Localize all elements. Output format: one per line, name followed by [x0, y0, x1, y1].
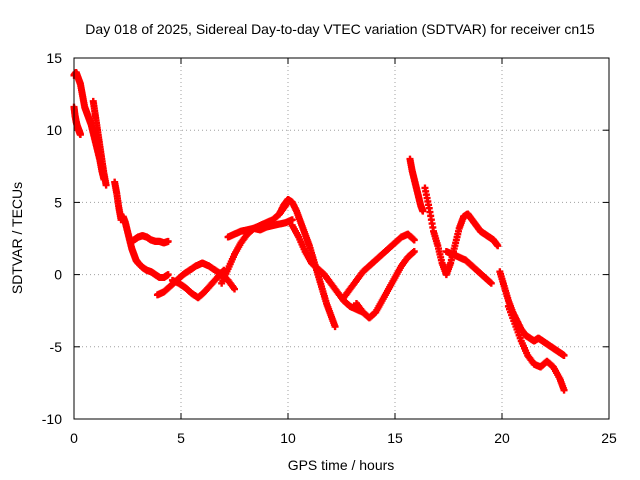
y-tick-label: 0 — [54, 267, 62, 283]
data-point — [331, 323, 339, 331]
data-point — [164, 237, 172, 245]
x-tick-label: 10 — [280, 430, 296, 446]
data-point — [231, 285, 238, 293]
data-point — [410, 247, 418, 255]
x-tick-label: 0 — [70, 430, 78, 446]
x-tick-labels: 0 5 10 15 20 25 — [70, 430, 617, 446]
y-axis-label: SDTVAR / TECUs — [9, 182, 25, 294]
y-tick-label: 5 — [54, 194, 62, 210]
data-point — [494, 242, 502, 250]
y-tick-label: -5 — [50, 339, 63, 355]
x-tick-label: 5 — [177, 430, 185, 446]
data-point — [410, 236, 418, 244]
data-point — [560, 351, 568, 359]
x-tick-label: 20 — [494, 430, 510, 446]
chart-title: Day 018 of 2025, Sidereal Day-to-day VTE… — [85, 21, 595, 37]
data-point — [76, 131, 84, 139]
plot-frame — [73, 57, 610, 420]
y-tick-label: 10 — [46, 122, 62, 138]
data-point — [560, 386, 568, 394]
y-tick-label: 15 — [46, 50, 62, 66]
data-point — [419, 207, 427, 215]
data-point — [102, 181, 110, 189]
data-point — [164, 271, 172, 279]
x-axis-label: GPS time / hours — [288, 457, 395, 473]
x-tick-label: 25 — [601, 430, 617, 446]
data-points — [70, 68, 568, 394]
data-point — [487, 279, 495, 287]
y-tick-labels: -10 -5 0 5 10 15 — [42, 50, 62, 427]
y-tick-label: -10 — [42, 411, 62, 427]
x-tick-label: 15 — [387, 430, 403, 446]
